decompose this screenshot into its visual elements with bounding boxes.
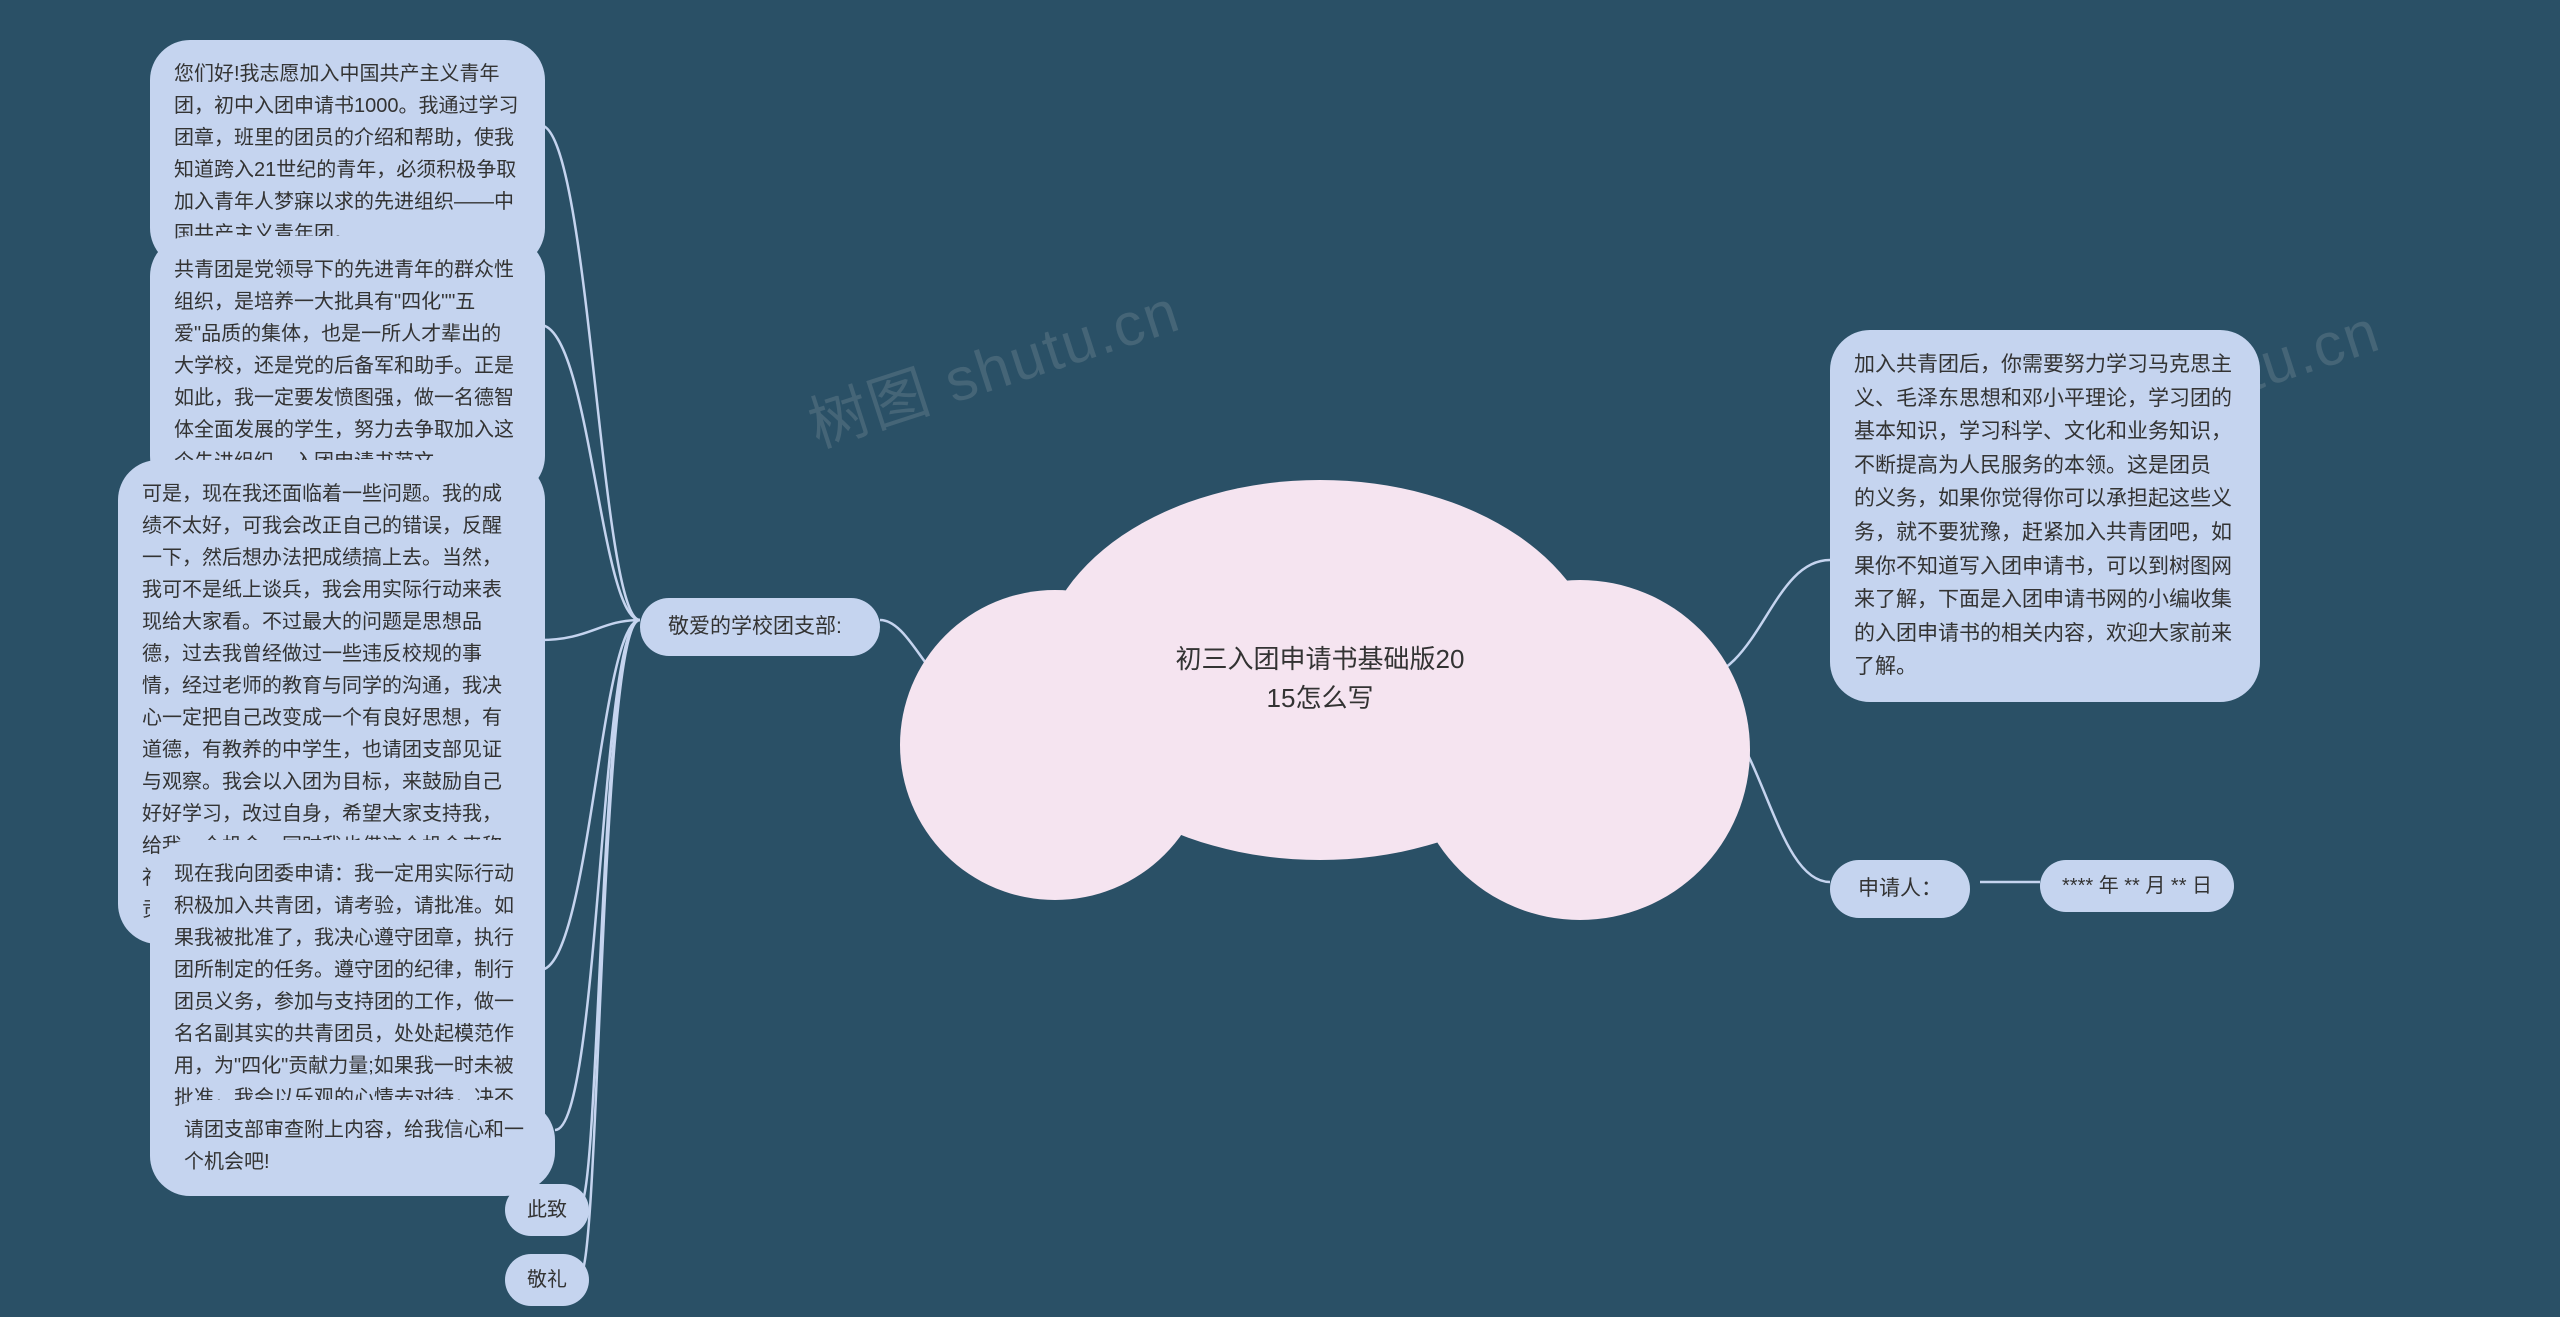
watermark: 树图 shutu.cn [796, 263, 1190, 465]
left-child-0: 您们好!我志愿加入中国共产主义青年团，初中入团申请书1000。我通过学习团章，班… [150, 40, 545, 268]
left-child-5: 此致 [505, 1184, 589, 1236]
center-title-line1: 初三入团申请书基础版20 [1176, 644, 1465, 674]
left-child-1: 共青团是党领导下的先进青年的群众性组织，是培养一大批具有"四化""五爱"品质的集… [150, 236, 545, 496]
left-child-6: 敬礼 [505, 1254, 589, 1306]
right-branch-1-label: 申请人： [1830, 860, 1970, 918]
right-child-0: 加入共青团后，你需要努力学习马克思主义、毛泽东思想和邓小平理论，学习团的基本知识… [1830, 330, 2260, 702]
left-child-4: 请团支部审查附上内容，给我信心和一个机会吧! [160, 1100, 555, 1192]
right-child-1: **** 年 ** 月 ** 日 [2040, 860, 2234, 912]
left-branch-label: 敬爱的学校团支部: [640, 598, 880, 656]
center-title: 初三入团申请书基础版20 15怎么写 [1120, 640, 1520, 718]
center-title-line2: 15怎么写 [1267, 683, 1374, 713]
